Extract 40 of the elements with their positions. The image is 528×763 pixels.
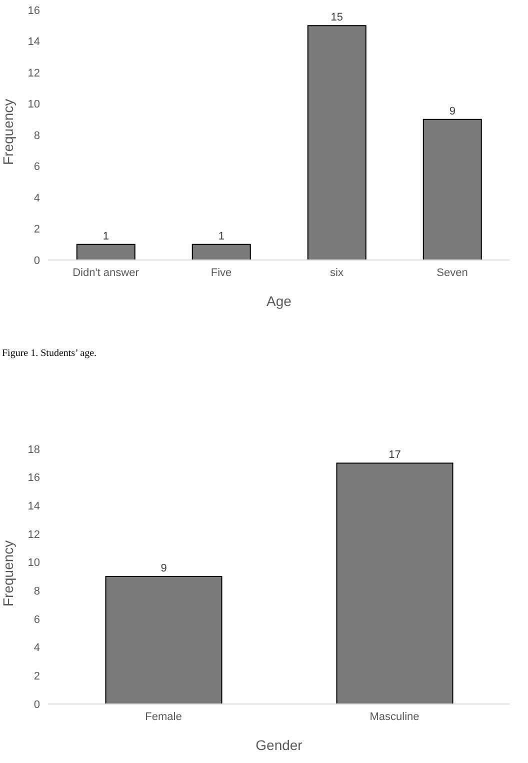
y-tick-label: 10 bbox=[28, 557, 40, 570]
bar bbox=[192, 244, 251, 260]
y-axis-title: Frequency bbox=[0, 540, 16, 606]
y-tick-label: 18 bbox=[28, 444, 40, 456]
x-tick-label: Five bbox=[210, 266, 232, 279]
y-tick-label: 6 bbox=[34, 614, 40, 626]
data-label: 17 bbox=[388, 449, 401, 462]
x-axis-title: Age bbox=[266, 293, 292, 309]
y-tick-label: 2 bbox=[34, 670, 40, 683]
y-tick-label: 0 bbox=[34, 254, 40, 267]
y-tick-label: 12 bbox=[28, 67, 40, 80]
data-label: 9 bbox=[449, 105, 456, 118]
y-tick-label: 8 bbox=[34, 586, 40, 598]
x-tick-label: Masculine bbox=[370, 710, 420, 723]
y-tick-label: 16 bbox=[28, 472, 40, 484]
y-tick-label: 8 bbox=[34, 130, 40, 142]
y-tick-label: 4 bbox=[34, 642, 40, 654]
data-label: 1 bbox=[218, 230, 224, 242]
y-tick-label: 4 bbox=[34, 192, 40, 204]
bar bbox=[422, 118, 482, 260]
bar bbox=[76, 244, 136, 260]
x-tick-label: six bbox=[330, 266, 344, 279]
data-label: 9 bbox=[160, 562, 167, 574]
data-label: 1 bbox=[102, 230, 109, 242]
x-tick-label: Female bbox=[145, 710, 182, 723]
bar bbox=[307, 25, 366, 260]
data-label: 15 bbox=[330, 12, 343, 24]
y-tick-label: 10 bbox=[28, 98, 40, 111]
y-tick-label: 6 bbox=[34, 161, 40, 174]
caption: Figure 1. Students’ age. bbox=[2, 348, 98, 359]
x-axis-title: Gender bbox=[256, 737, 303, 753]
y-tick-label: 14 bbox=[28, 36, 40, 48]
y-tick-label: 2 bbox=[34, 224, 40, 236]
y-tick-label: 14 bbox=[28, 500, 40, 513]
y-axis-title: Frequency bbox=[0, 98, 16, 165]
y-tick-label: 16 bbox=[28, 4, 40, 17]
y-tick-label: 0 bbox=[34, 698, 40, 711]
x-tick-label: Didn't answer bbox=[72, 266, 140, 279]
y-tick-label: 12 bbox=[28, 528, 40, 541]
x-tick-label: Seven bbox=[436, 266, 468, 279]
